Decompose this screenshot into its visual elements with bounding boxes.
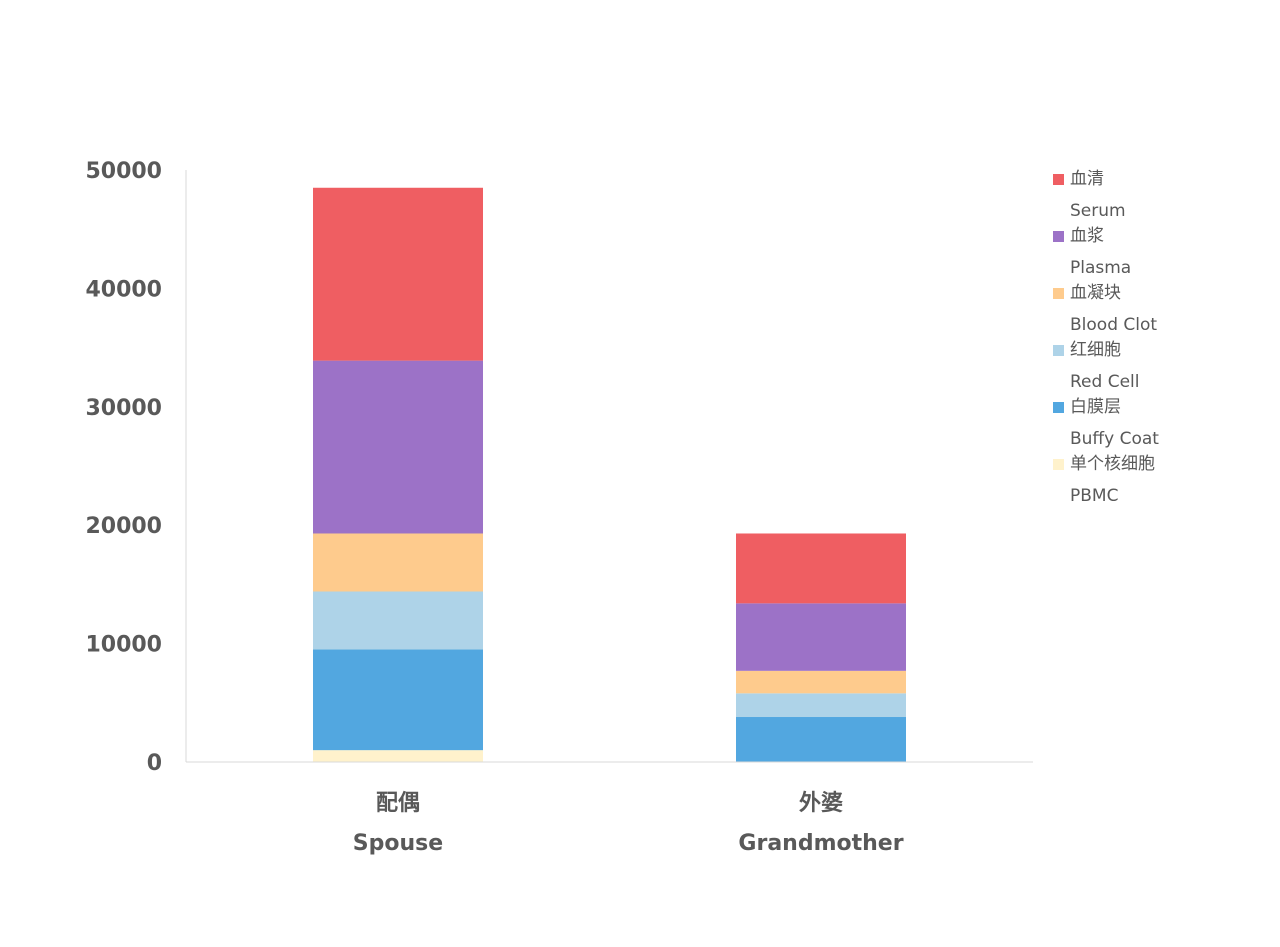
legend-item: 单个核细胞 PBMC (1053, 453, 1253, 510)
bar-segment-blood-clot (736, 670, 906, 694)
plot-area (313, 187, 906, 762)
legend-label: 血清 Serum (1070, 168, 1126, 232)
legend-label-zh: 白膜层 (1070, 397, 1121, 417)
legend-swatch (1053, 345, 1064, 356)
bar-segment-serum (313, 187, 483, 361)
legend-label-en: Plasma (1070, 258, 1132, 278)
bar-segment-buffy-coat (736, 717, 906, 762)
legend-item: 红细胞 Red Cell (1053, 339, 1253, 396)
bar-segment-serum (736, 533, 906, 604)
y-axis: 0 10000 20000 30000 40000 50000 (85, 159, 187, 776)
legend-label-en: Serum (1070, 201, 1126, 221)
legend-label-en: Buffy Coat (1070, 429, 1159, 449)
legend-label: 白膜层 Buffy Coat (1070, 396, 1159, 460)
bar-segment-red-cell (736, 693, 906, 718)
legend-label-en: Red Cell (1070, 372, 1140, 392)
legend-swatch (1053, 459, 1064, 470)
legend-label-zh: 血浆 (1070, 226, 1104, 246)
chart-legend: 血清 Serum 血浆 Plasma 血凝块 Blood Clot 红细胞 Red Cell 白… (1053, 168, 1253, 510)
legend-swatch (1053, 174, 1064, 185)
y-tick-label: 50000 (85, 159, 162, 184)
legend-label: 血凝块 Blood Clot (1070, 282, 1157, 346)
y-tick-label: 40000 (85, 277, 162, 302)
legend-label-zh: 血凝块 (1070, 283, 1121, 303)
legend-item: 血凝块 Blood Clot (1053, 282, 1253, 339)
legend-item: 血清 Serum (1053, 168, 1253, 225)
bar-segment-pbmc (313, 750, 483, 762)
x-category-label-en: Spouse (353, 831, 443, 856)
legend-label: 单个核细胞 PBMC (1070, 453, 1155, 517)
y-tick-label: 20000 (85, 514, 162, 539)
legend-label-en: PBMC (1070, 486, 1119, 506)
legend-swatch (1053, 231, 1064, 242)
x-axis: 配偶 Spouse 外婆 Grandmother (186, 761, 1033, 856)
bar-segment-plasma (736, 603, 906, 671)
y-tick-label: 10000 (85, 633, 162, 658)
x-category-label-en: Grandmother (738, 831, 903, 856)
legend-label-zh: 血清 (1070, 169, 1104, 189)
legend-item: 血浆 Plasma (1053, 225, 1253, 282)
y-tick-label: 0 (147, 751, 162, 776)
bar-segment-plasma (313, 360, 483, 534)
bar-segment-blood-clot (313, 533, 483, 592)
legend-swatch (1053, 288, 1064, 299)
bar-segment-buffy-coat (313, 649, 483, 751)
legend-label-zh: 红细胞 (1070, 340, 1121, 360)
y-tick-label: 30000 (85, 396, 162, 421)
legend-label-zh: 单个核细胞 (1070, 454, 1155, 474)
x-category-label-zh: 外婆 (799, 790, 843, 816)
legend-label-en: Blood Clot (1070, 315, 1158, 335)
legend-label: 血浆 Plasma (1070, 225, 1131, 289)
x-category-label-zh: 配偶 (376, 791, 420, 816)
legend-item: 白膜层 Buffy Coat (1053, 396, 1253, 453)
bar-segment-red-cell (313, 591, 483, 650)
legend-label: 红细胞 Red Cell (1070, 339, 1139, 403)
legend-swatch (1053, 402, 1064, 413)
